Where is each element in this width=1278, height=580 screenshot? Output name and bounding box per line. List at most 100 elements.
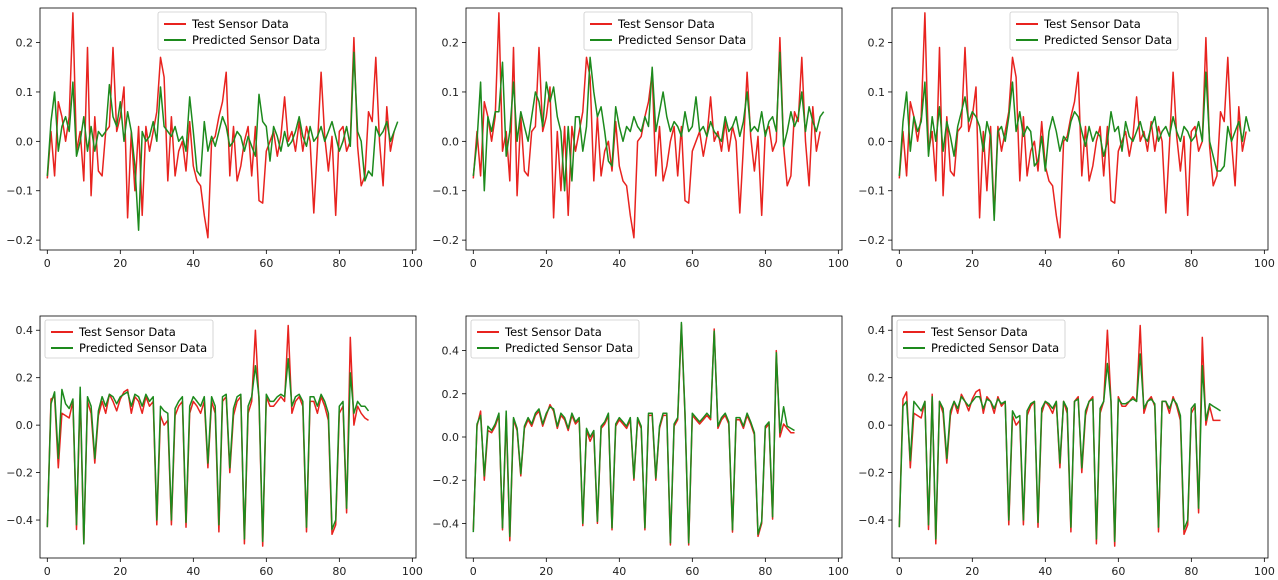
predicted-sensor-line <box>472 321 795 544</box>
line-chart: 0 20 40 60 80 100 −0.2 −0.1 0.0 0.1 0.2 Test Sensor… <box>858 7 1275 270</box>
y-tick-label: 0.2 <box>868 37 886 50</box>
y-tick-label: −0.4 <box>858 514 885 527</box>
x-tick-label: 100 <box>1254 257 1275 270</box>
y-tick-label: −0.4 <box>432 517 459 530</box>
y-tick-label: −0.2 <box>432 474 459 487</box>
y-tick-label: 0.0 <box>442 135 460 148</box>
y-tick-label: 0.1 <box>442 86 460 99</box>
plot-frame <box>39 315 417 559</box>
legend-label: Predicted Sensor Data <box>505 341 633 355</box>
plot-frame <box>465 7 843 251</box>
x-tick-label: 20 <box>539 257 553 270</box>
plot-frame <box>39 7 417 251</box>
line-chart: 0 20 40 60 80 100 −0.2 −0.1 0.0 0.1 0.2 Test Sensor… <box>6 7 423 270</box>
x-tick-label: 100 <box>828 257 849 270</box>
plot-frame <box>891 315 1269 559</box>
x-tick-label: 20 <box>539 565 553 578</box>
x-tick-label: 60 <box>685 257 699 270</box>
x-tick-label: 20 <box>113 257 127 270</box>
x-tick-label: 80 <box>758 565 772 578</box>
x-tick-label: 100 <box>402 257 423 270</box>
y-tick-label: 0.1 <box>16 86 34 99</box>
legend-label: Test Sensor Data <box>191 17 289 31</box>
x-tick-label: 0 <box>44 565 51 578</box>
test-sensor-line <box>472 323 795 546</box>
x-tick-label: 40 <box>612 257 626 270</box>
predicted-sensor-line <box>472 51 825 192</box>
legend: Test Sensor Data Predicted Sensor Data <box>583 11 753 51</box>
legend-label: Test Sensor Data <box>504 325 602 339</box>
x-tick-label: 100 <box>402 565 423 578</box>
x-tick-label: 80 <box>1184 257 1198 270</box>
test-sensor-line <box>472 12 821 239</box>
chart-panel-3: 0 20 40 60 80 100 −0.2 −0.1 0.0 0.1 0.2 Test Sensor… <box>852 0 1278 280</box>
x-tick-label: 0 <box>470 257 477 270</box>
predicted-sensor-line <box>898 353 1221 543</box>
x-tick-label: 100 <box>1254 565 1275 578</box>
legend-label: Test Sensor Data <box>1043 17 1141 31</box>
x-tick-label: 100 <box>828 565 849 578</box>
line-chart: 0 20 40 60 80 100 −0.4 −0.2 0.0 0.2 0.4 Test Sensor… <box>858 315 1275 578</box>
legend-label: Test Sensor Data <box>930 325 1028 339</box>
legend: Test Sensor Data Predicted Sensor Data <box>470 319 640 359</box>
y-tick-label: 0.0 <box>16 135 34 148</box>
chart-panel-5: 0 20 40 60 80 100 −0.4 −0.2 0.0 0.2 0.4 Test Sensor… <box>426 300 852 580</box>
test-sensor-line <box>46 324 369 547</box>
chart-panel-4: 0 20 40 60 80 100 −0.4 −0.2 0.0 0.2 0.4 Test Sensor… <box>0 300 426 580</box>
legend-label: Predicted Sensor Data <box>79 341 207 355</box>
x-tick-label: 40 <box>1038 565 1052 578</box>
x-tick-label: 40 <box>1038 257 1052 270</box>
chart-panel-6: 0 20 40 60 80 100 −0.4 −0.2 0.0 0.2 0.4 Test Sensor… <box>852 300 1278 580</box>
legend: Test Sensor Data Predicted Sensor Data <box>1009 11 1179 51</box>
x-tick-label: 40 <box>612 565 626 578</box>
x-tick-label: 60 <box>259 257 273 270</box>
predicted-sensor-line <box>46 51 399 231</box>
x-tick-label: 60 <box>685 565 699 578</box>
legend: Test Sensor Data Predicted Sensor Data <box>157 11 327 51</box>
x-tick-label: 0 <box>896 565 903 578</box>
test-sensor-line <box>46 12 395 239</box>
x-tick-label: 40 <box>186 257 200 270</box>
y-tick-label: 0.2 <box>16 372 34 385</box>
plot-frame <box>891 7 1269 251</box>
y-tick-label: 0.0 <box>16 419 34 432</box>
y-tick-label: −0.4 <box>6 514 33 527</box>
y-tick-label: −0.2 <box>858 234 885 247</box>
y-tick-label: −0.2 <box>6 467 33 480</box>
chart-panel-2: 0 20 40 60 80 100 −0.2 −0.1 0.0 0.1 0.2 Test Sensor… <box>426 0 852 280</box>
line-chart: 0 20 40 60 80 100 −0.4 −0.2 0.0 0.2 0.4 Test Sensor… <box>6 315 423 578</box>
x-tick-label: 60 <box>1111 257 1125 270</box>
y-tick-label: 0.2 <box>442 388 460 401</box>
x-tick-label: 20 <box>965 257 979 270</box>
y-tick-label: 0.2 <box>16 37 34 50</box>
x-tick-label: 80 <box>332 257 346 270</box>
x-tick-label: 40 <box>186 565 200 578</box>
y-tick-label: 0.2 <box>868 372 886 385</box>
legend: Test Sensor Data Predicted Sensor Data <box>896 319 1066 359</box>
y-tick-label: 0.1 <box>868 86 886 99</box>
legend-label: Test Sensor Data <box>78 325 176 339</box>
x-tick-label: 80 <box>332 565 346 578</box>
y-tick-label: 0.0 <box>442 431 460 444</box>
legend-label: Test Sensor Data <box>617 17 715 31</box>
y-tick-label: 0.0 <box>868 135 886 148</box>
y-tick-label: −0.1 <box>432 185 459 198</box>
y-tick-label: 0.4 <box>868 324 886 337</box>
chart-panel-1: 0 20 40 60 80 100 −0.2 −0.1 0.0 0.1 0.2 Test Sensor… <box>0 0 426 280</box>
y-tick-label: −0.1 <box>858 185 885 198</box>
y-tick-label: −0.2 <box>432 234 459 247</box>
x-tick-label: 80 <box>758 257 772 270</box>
x-tick-label: 0 <box>44 257 51 270</box>
test-sensor-line <box>898 324 1221 547</box>
legend-label: Predicted Sensor Data <box>618 33 746 47</box>
x-tick-label: 0 <box>470 565 477 578</box>
x-tick-label: 0 <box>896 257 903 270</box>
line-chart: 0 20 40 60 80 100 −0.2 −0.1 0.0 0.1 0.2 Test Sensor… <box>432 7 849 270</box>
test-sensor-line <box>898 12 1247 239</box>
y-tick-label: −0.2 <box>6 234 33 247</box>
legend-label: Predicted Sensor Data <box>1044 33 1172 47</box>
y-tick-label: −0.2 <box>858 467 885 480</box>
predicted-sensor-line <box>46 357 370 545</box>
x-tick-label: 20 <box>965 565 979 578</box>
y-tick-label: 0.2 <box>442 37 460 50</box>
